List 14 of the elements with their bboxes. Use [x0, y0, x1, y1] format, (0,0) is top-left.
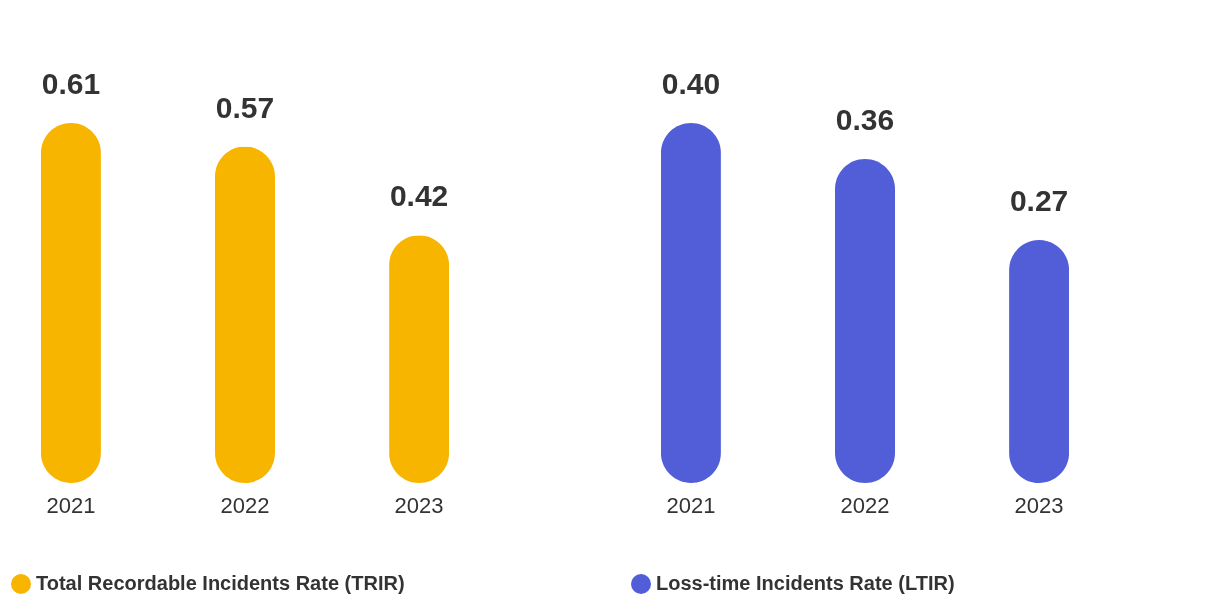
data-label: 0.57: [215, 90, 275, 124]
data-label: 0.61: [41, 67, 101, 100]
data-label: 0.40: [661, 67, 721, 100]
x-tick-label: 2022: [220, 492, 270, 518]
x-tick-label: 2023: [394, 492, 444, 518]
data-label: 0.42: [389, 179, 449, 213]
legend-label: Total Recordable Incidents Rate (TRIR): [36, 572, 405, 594]
x-tick-label: 2021: [46, 492, 96, 518]
x-tick-label: 2021: [666, 492, 716, 518]
legend-label: Loss-time Incidents Rate (LTIR): [656, 572, 955, 594]
x-tick-label: 2023: [1014, 492, 1064, 518]
data-label: 0.36: [835, 103, 895, 136]
data-label: 0.27: [1009, 184, 1069, 217]
x-tick-label: 2022: [840, 492, 890, 518]
